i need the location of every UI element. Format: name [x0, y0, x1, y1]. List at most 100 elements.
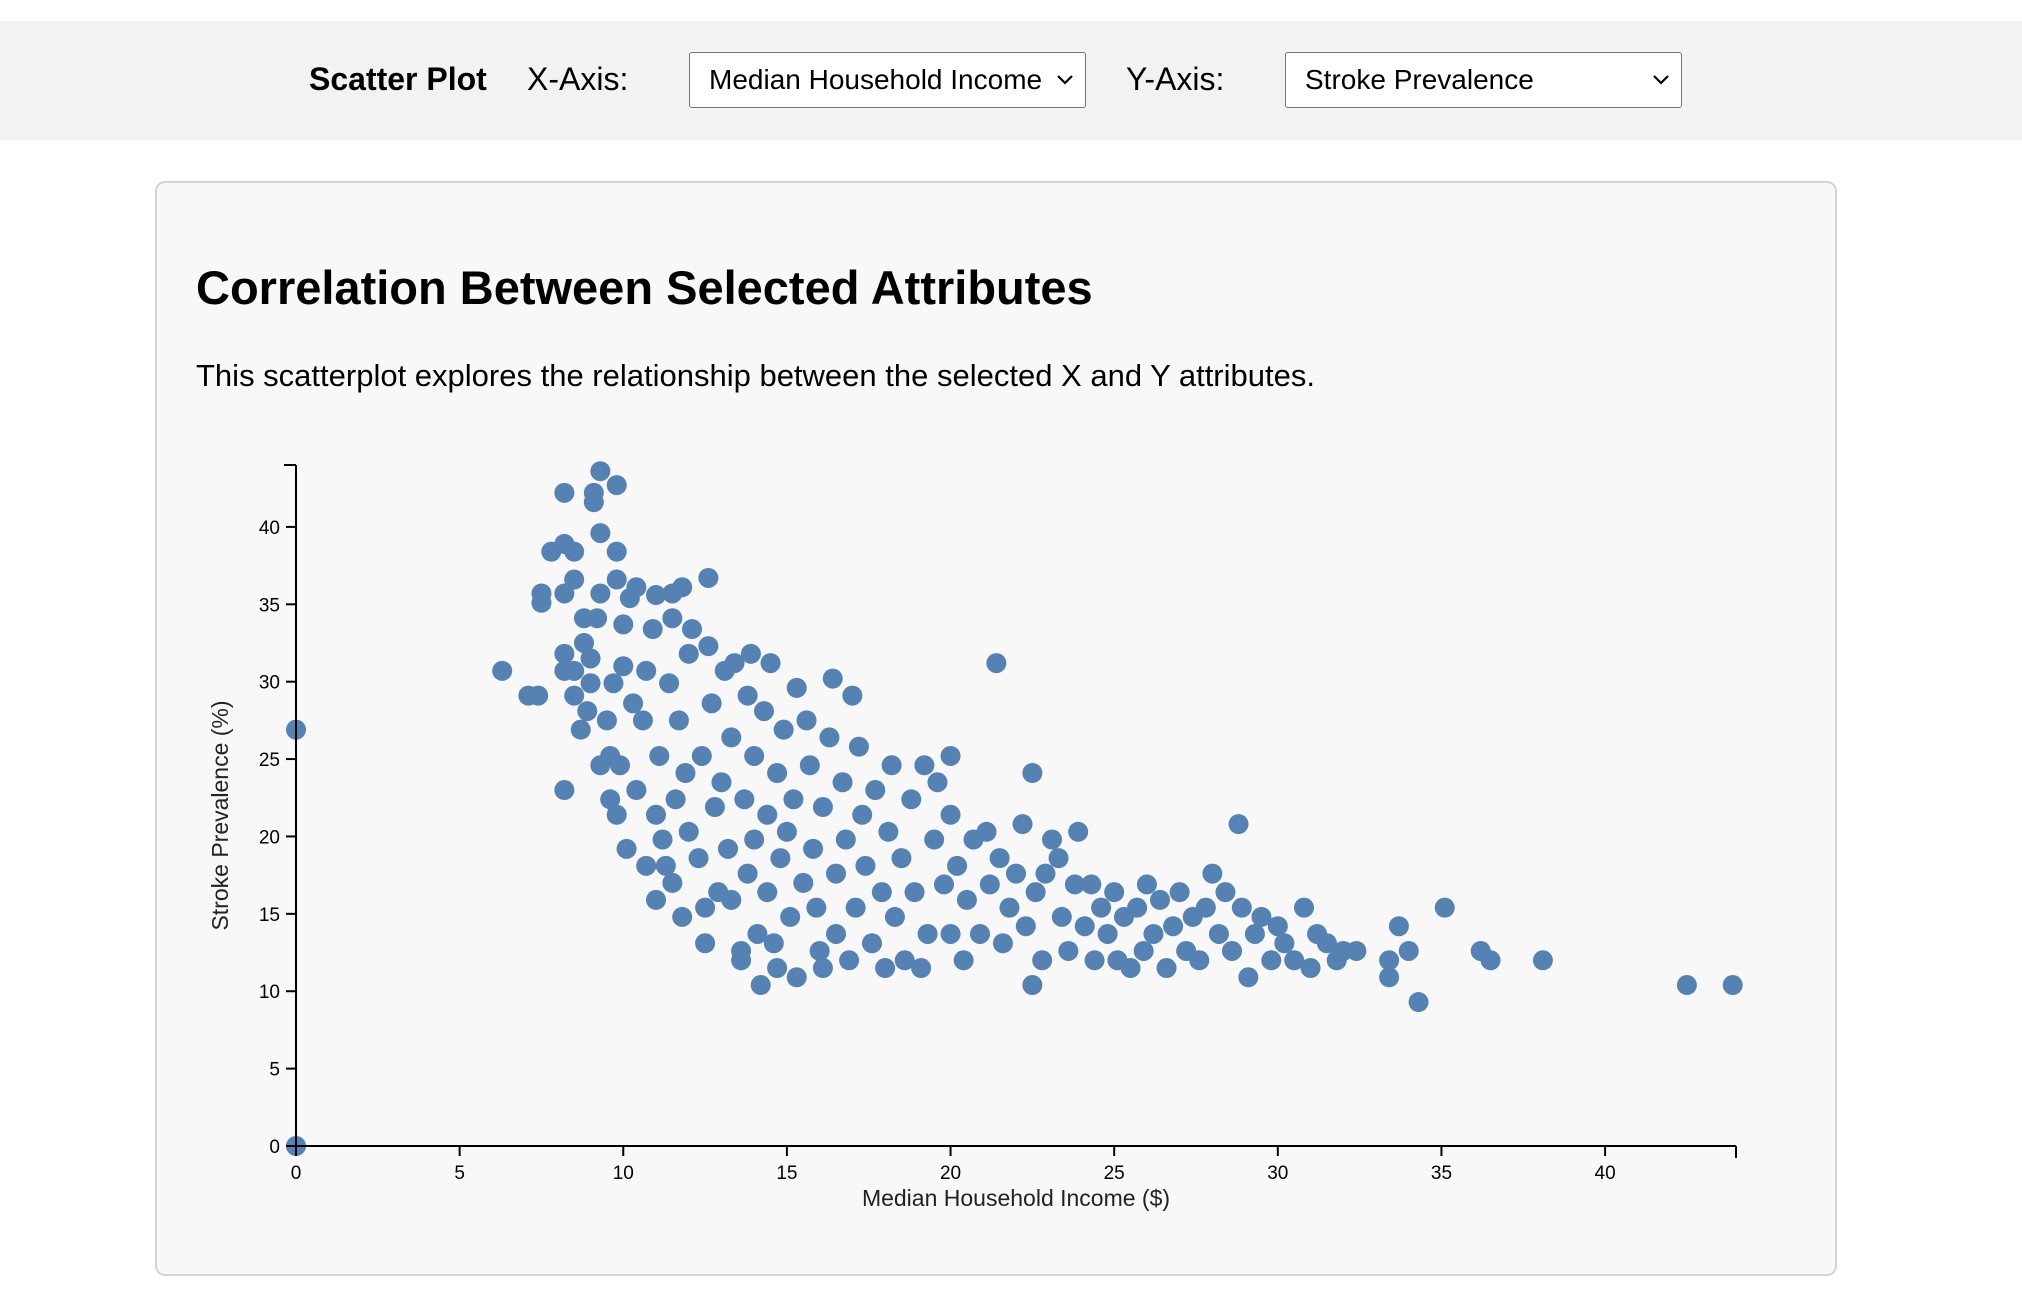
data-point [695, 933, 716, 954]
data-point [665, 789, 686, 810]
data-point [1228, 814, 1249, 835]
data-point [927, 772, 948, 793]
data-point [1676, 975, 1697, 996]
data-point [682, 619, 702, 640]
data-point [855, 855, 876, 876]
data-point [1051, 906, 1072, 927]
data-point [678, 821, 699, 842]
data-point [917, 923, 938, 944]
y-tick-label: 40 [259, 518, 280, 539]
data-point [740, 643, 761, 664]
data-point [848, 736, 869, 757]
data-point [646, 804, 666, 825]
data-point [616, 838, 637, 859]
y-tick-label: 20 [259, 827, 280, 848]
data-point [646, 889, 666, 910]
data-point [606, 569, 627, 590]
data-point [613, 614, 634, 635]
data-point [1267, 916, 1288, 937]
data-point [786, 967, 807, 988]
data-point [770, 848, 791, 869]
data-point [773, 719, 794, 740]
data-point [947, 855, 968, 876]
data-point [822, 668, 843, 689]
data-point [636, 855, 657, 876]
data-point [724, 653, 745, 674]
data-point [672, 577, 693, 598]
data-point [554, 643, 575, 664]
data-point [528, 685, 549, 706]
data-point [1195, 897, 1216, 918]
data-point [1012, 814, 1033, 835]
x-tick-label: 10 [613, 1163, 634, 1184]
data-point [662, 872, 683, 893]
data-point [606, 541, 627, 562]
data-point [796, 710, 817, 731]
data-point [649, 745, 670, 766]
data-point [731, 940, 752, 961]
data-point [878, 821, 899, 842]
y-tick-label: 0 [269, 1137, 280, 1158]
y-axis-label: Y-Axis: [1126, 61, 1225, 97]
x-tick-label: 20 [940, 1163, 961, 1184]
data-point [865, 780, 886, 801]
data-point [704, 797, 725, 818]
data-point [1300, 958, 1321, 979]
y-axis-title: Stroke Prevalence (%) [207, 700, 233, 930]
data-point [721, 889, 742, 910]
data-point [718, 838, 738, 859]
data-point [793, 872, 814, 893]
data-point [574, 632, 594, 653]
data-point [904, 882, 925, 903]
data-point [934, 874, 954, 895]
data-point [809, 940, 830, 961]
data-point [492, 660, 513, 681]
data-point [1150, 889, 1170, 910]
y-axis-select-value: Stroke Prevalence [1305, 64, 1534, 95]
data-point [979, 874, 1000, 895]
chevron-down-icon [1057, 75, 1073, 85]
data-point [757, 804, 778, 825]
data-point [613, 656, 634, 677]
data-point [1127, 897, 1148, 918]
data-point [600, 789, 621, 810]
data-point [1084, 950, 1105, 971]
data-point [1261, 950, 1282, 971]
data-point [832, 772, 853, 793]
toolbar-title: Scatter Plot [309, 61, 487, 97]
data-point [564, 569, 585, 590]
data-point [1202, 863, 1223, 884]
data-point [1156, 958, 1177, 979]
data-point [1244, 923, 1265, 944]
data-point [881, 755, 902, 776]
x-tick-label: 25 [1104, 1163, 1125, 1184]
y-tick-label: 25 [259, 750, 280, 771]
data-point [744, 745, 765, 766]
data-point [1097, 923, 1118, 944]
x-axis-select[interactable]: Median Household Income [689, 52, 1086, 108]
data-point [610, 755, 630, 776]
x-tick-label: 15 [776, 1163, 797, 1184]
data-point [590, 583, 611, 604]
data-point [852, 804, 873, 825]
data-point [1480, 950, 1501, 971]
data-point [767, 958, 788, 979]
data-point [1022, 975, 1043, 996]
y-axis-select[interactable]: Stroke Prevalence [1285, 52, 1682, 108]
data-point [760, 653, 781, 674]
data-point [1068, 821, 1089, 842]
data-point [554, 583, 575, 604]
data-point [668, 710, 689, 731]
data-point [940, 804, 961, 825]
data-point [992, 933, 1013, 954]
data-point [659, 673, 680, 694]
data-point [940, 923, 961, 944]
y-tick-label: 10 [259, 982, 280, 1003]
data-point [1035, 863, 1056, 884]
data-point [1189, 950, 1210, 971]
data-point [531, 592, 552, 613]
data-point [564, 541, 585, 562]
data-point [1208, 923, 1229, 944]
data-point [1294, 897, 1314, 918]
data-point [734, 789, 755, 810]
